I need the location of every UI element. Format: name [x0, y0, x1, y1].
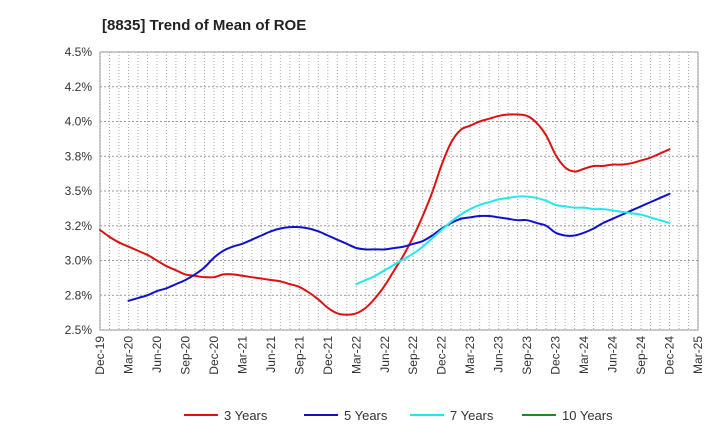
y-tick-label: 3.5% — [65, 184, 93, 198]
x-tick-label: Sep-21 — [292, 336, 306, 375]
x-tick-label: Jun-23 — [492, 336, 506, 373]
y-axis-tick-labels: 2.5% 2.8% 3.0% 3.2% 3.5% 3.8% 4.0% 4.2% 4.5% — [65, 45, 93, 337]
legend-10-years-label: 10 Years — [562, 408, 613, 423]
x-tick-label: Sep-22 — [406, 336, 420, 375]
x-tick-label: Jun-24 — [606, 336, 620, 373]
y-tick-label: 2.5% — [65, 323, 93, 337]
x-tick-label: Dec-21 — [321, 336, 335, 375]
x-tick-label: Dec-24 — [663, 336, 677, 375]
y-tick-label: 2.8% — [65, 288, 93, 302]
x-tick-label: Mar-20 — [121, 336, 135, 374]
x-tick-label: Dec-22 — [435, 336, 449, 375]
legend-7-years-label: 7 Years — [450, 408, 494, 423]
x-tick-label: Dec-23 — [549, 336, 563, 375]
x-tick-label: Jun-21 — [264, 336, 278, 373]
y-tick-label: 3.0% — [65, 254, 93, 268]
y-tick-label: 4.2% — [65, 80, 93, 94]
x-tick-label: Jun-22 — [378, 336, 392, 373]
x-axis-tick-labels: Dec-19 Mar-20 Jun-20 Sep-20 Dec-20 Mar-21 Jun-… — [93, 336, 705, 375]
x-tick-label: Mar-22 — [349, 336, 363, 374]
y-tick-label: 3.8% — [65, 149, 93, 163]
x-tick-label: Mar-21 — [235, 336, 249, 374]
x-tick-label: Sep-20 — [178, 336, 192, 375]
x-tick-label: Mar-24 — [577, 336, 591, 374]
y-tick-label: 3.2% — [65, 219, 93, 233]
x-tick-label: Mar-23 — [463, 336, 477, 374]
series-line-7-years — [355, 195, 671, 286]
chart-title: [8835] Trend of Mean of ROE — [102, 17, 306, 34]
series-line-3-years — [99, 113, 671, 316]
y-tick-label: 4.5% — [65, 45, 93, 59]
series-lines — [99, 113, 671, 316]
x-tick-label: Jun-20 — [150, 336, 164, 373]
plot-area — [99, 51, 699, 331]
x-tick-label: Mar-25 — [691, 336, 705, 374]
x-tick-label: Sep-23 — [520, 336, 534, 375]
series-line-5-years — [127, 192, 671, 302]
legend-3-years-label: 3 Years — [224, 408, 268, 423]
y-tick-label: 4.0% — [65, 115, 93, 129]
x-tick-label: Dec-19 — [93, 336, 107, 375]
x-tick-label: Sep-24 — [634, 336, 648, 375]
legend: 3 Years 5 Years 7 Years 10 Years — [184, 408, 613, 423]
x-tick-label: Dec-20 — [207, 336, 221, 375]
legend-5-years-label: 5 Years — [344, 408, 388, 423]
